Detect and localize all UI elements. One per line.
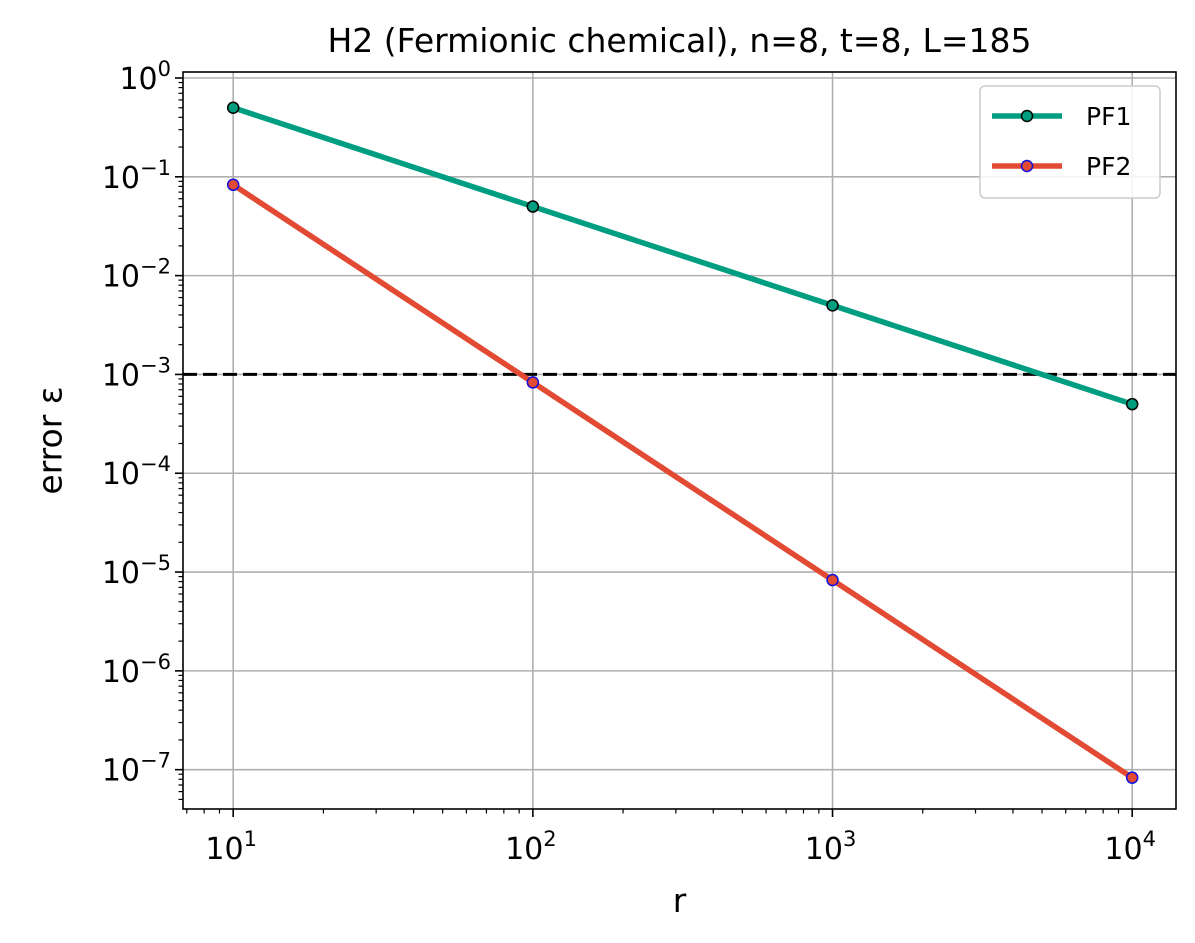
legend-item-pf2: PF2 xyxy=(992,152,1131,181)
legend-label: PF2 xyxy=(1086,152,1131,181)
axis-ticks: 101 102 103 104 100 10−1 10−2 10−3 10−4 10−5 10−6 1… xyxy=(102,57,1156,867)
y-tick-label: 10−6 xyxy=(102,650,171,690)
data-point xyxy=(826,299,839,312)
series-pf1 xyxy=(226,101,1139,411)
data-point xyxy=(526,376,540,389)
plot-frame xyxy=(182,71,1177,810)
y-tick-label: 10−2 xyxy=(102,255,171,295)
legend: PF1 PF2 xyxy=(979,85,1161,199)
axes-frame xyxy=(182,71,1177,810)
y-tick-label: 10−4 xyxy=(102,452,171,492)
series-line xyxy=(231,182,1134,780)
data-series xyxy=(226,101,1139,784)
data-point xyxy=(226,178,240,192)
x-tick-label: 101 xyxy=(205,827,257,867)
y-tick-label: 10−3 xyxy=(102,353,171,393)
data-point xyxy=(1125,771,1139,784)
data-point xyxy=(826,573,839,587)
x-tick-label: 103 xyxy=(805,827,857,867)
x-axis-label: r xyxy=(673,881,687,920)
series-line xyxy=(232,105,1134,407)
data-point xyxy=(1125,397,1139,411)
y-tick-label: 10−1 xyxy=(102,156,171,196)
legend-marker xyxy=(1020,109,1034,123)
series-pf2 xyxy=(226,178,1139,784)
y-tick-label: 10−5 xyxy=(102,551,171,591)
x-tick-label: 104 xyxy=(1104,827,1156,867)
legend-item-pf1: PF1 xyxy=(992,102,1131,131)
x-tick-label: 102 xyxy=(505,827,557,867)
y-tick-label: 10−7 xyxy=(102,749,171,789)
data-point xyxy=(226,101,240,114)
legend-marker xyxy=(1020,159,1034,173)
legend-box xyxy=(979,85,1161,199)
y-axis-label: error ε xyxy=(31,386,70,494)
data-point xyxy=(526,200,540,213)
y-tick-label: 100 xyxy=(119,57,171,97)
chart-title: H2 (Fermionic chemical), n=8, t=8, L=185 xyxy=(327,21,1031,60)
legend-label: PF1 xyxy=(1086,102,1131,131)
